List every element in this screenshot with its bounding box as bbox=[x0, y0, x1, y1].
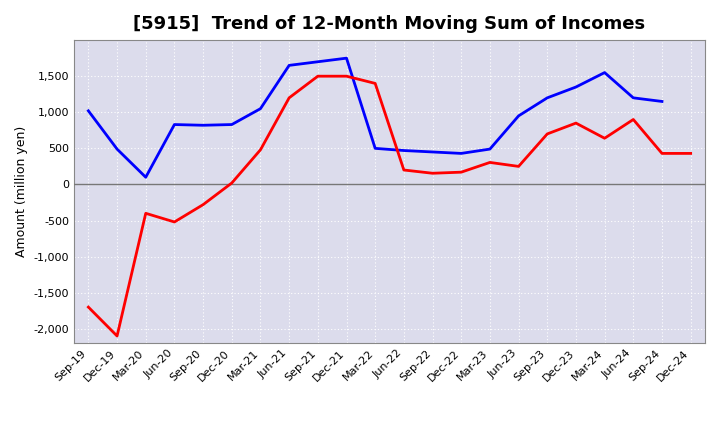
Ordinary Income bbox=[199, 123, 207, 128]
Ordinary Income bbox=[543, 95, 552, 100]
Ordinary Income bbox=[371, 146, 379, 151]
Net Income bbox=[428, 171, 437, 176]
Ordinary Income bbox=[285, 63, 294, 68]
Net Income bbox=[657, 151, 666, 156]
Net Income bbox=[457, 169, 466, 175]
Net Income bbox=[228, 180, 236, 186]
Ordinary Income bbox=[457, 151, 466, 156]
Y-axis label: Amount (million yen): Amount (million yen) bbox=[15, 126, 28, 257]
Net Income bbox=[543, 131, 552, 136]
Ordinary Income bbox=[629, 95, 638, 100]
Net Income bbox=[400, 167, 408, 172]
Ordinary Income bbox=[84, 108, 93, 114]
Ordinary Income bbox=[256, 106, 265, 111]
Ordinary Income bbox=[657, 99, 666, 104]
Line: Ordinary Income: Ordinary Income bbox=[89, 58, 662, 177]
Ordinary Income bbox=[428, 149, 437, 154]
Net Income bbox=[485, 160, 494, 165]
Net Income bbox=[572, 121, 580, 126]
Ordinary Income bbox=[572, 84, 580, 90]
Ordinary Income bbox=[342, 55, 351, 61]
Net Income bbox=[199, 202, 207, 207]
Ordinary Income bbox=[313, 59, 322, 64]
Net Income bbox=[600, 136, 609, 141]
Ordinary Income bbox=[113, 147, 122, 152]
Net Income bbox=[170, 219, 179, 224]
Ordinary Income bbox=[170, 122, 179, 127]
Net Income bbox=[84, 304, 93, 310]
Net Income bbox=[141, 211, 150, 216]
Line: Net Income: Net Income bbox=[89, 76, 690, 336]
Ordinary Income bbox=[485, 147, 494, 152]
Net Income bbox=[686, 151, 695, 156]
Net Income bbox=[256, 147, 265, 152]
Ordinary Income bbox=[514, 113, 523, 118]
Title: [5915]  Trend of 12-Month Moving Sum of Incomes: [5915] Trend of 12-Month Moving Sum of I… bbox=[133, 15, 646, 33]
Net Income bbox=[285, 95, 294, 100]
Net Income bbox=[514, 164, 523, 169]
Ordinary Income bbox=[600, 70, 609, 75]
Ordinary Income bbox=[400, 148, 408, 153]
Net Income bbox=[113, 334, 122, 339]
Ordinary Income bbox=[141, 175, 150, 180]
Net Income bbox=[629, 117, 638, 122]
Net Income bbox=[371, 81, 379, 86]
Net Income bbox=[342, 73, 351, 79]
Net Income bbox=[313, 73, 322, 79]
Ordinary Income bbox=[228, 122, 236, 127]
